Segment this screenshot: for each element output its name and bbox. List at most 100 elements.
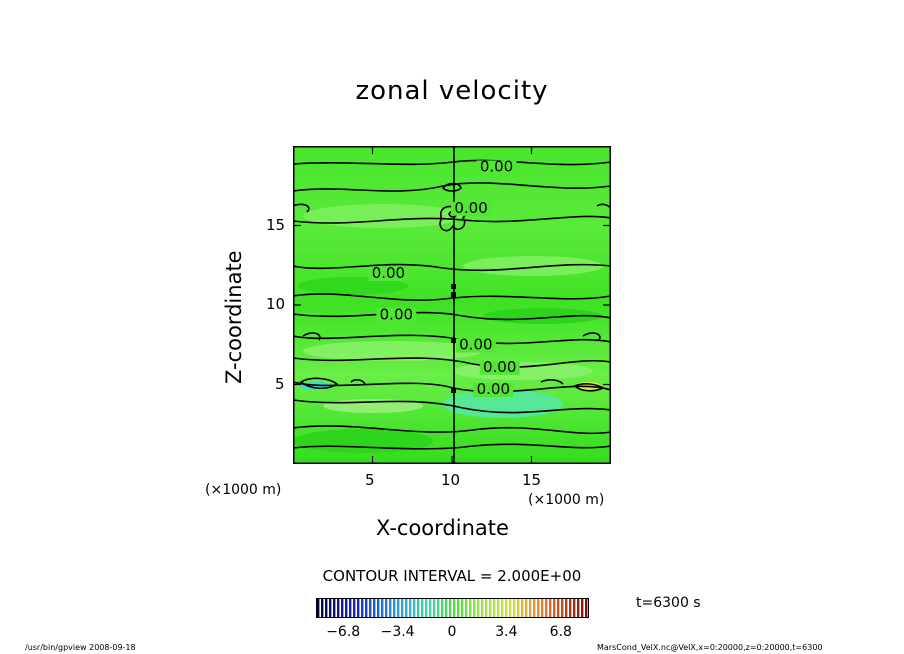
colorbar-stripe [525, 599, 528, 617]
colorbar-stripe [541, 599, 544, 617]
colorbar-stripe [333, 599, 336, 617]
plot-area: 0.00 0.00 0.00 0.00 0.00 0.00 0.00 [293, 146, 611, 464]
axis-ticks [293, 146, 611, 464]
colorbar-stripe [345, 599, 348, 617]
footer-left: /usr/bin/gpview 2008-09-18 [25, 643, 136, 652]
contour-lines [293, 159, 611, 450]
contour-label-bg [476, 160, 517, 175]
colorbar-stripe [353, 599, 356, 617]
colorbar-stripe [329, 599, 332, 617]
colorbar-stripe [477, 599, 480, 617]
contour-label-bg [473, 383, 514, 398]
colorbar-stripe [325, 599, 328, 617]
x-axis-unit: (×1000 m) [205, 482, 282, 498]
colorbar-stripe [369, 599, 372, 617]
contour-label: 0.00 [477, 380, 510, 398]
colorbar-stripe [337, 599, 340, 617]
colorbar-stripe [449, 599, 452, 617]
colorbar-stripe [357, 599, 360, 617]
colorbar-stripe [521, 599, 524, 617]
x-tick-label: 5 [365, 471, 375, 489]
colorbar-stripe [497, 599, 500, 617]
time-label: t=6300 s [636, 595, 701, 611]
contour-label: 0.00 [483, 358, 516, 376]
colorbar-stripe [457, 599, 460, 617]
colorbar-stripe [321, 599, 324, 617]
colorbar-stripe [389, 599, 392, 617]
colorbar-stripe [417, 599, 420, 617]
contour-label: 0.00 [380, 305, 413, 323]
colorbar-stripe [429, 599, 432, 617]
colorbar-stripe [465, 599, 468, 617]
colorbar-stripe [585, 599, 588, 617]
colorbar-stripe [577, 599, 580, 617]
colorbar-stripe [553, 599, 556, 617]
colorbar-stripe [405, 599, 408, 617]
colorbar-tick-label: 3.4 [495, 624, 517, 640]
footer-right: MarsCond_VelX.nc@VelX,x=0:20000,z=0:2000… [597, 643, 823, 652]
colorbar-stripe [373, 599, 376, 617]
y-tick-label: 5 [275, 375, 285, 393]
colorbar-tick-label: 0 [448, 624, 457, 640]
field-background [293, 146, 611, 464]
colorbar-tick-label: 6.8 [550, 624, 572, 640]
colorbar-stripe [557, 599, 560, 617]
contour-label-bg [455, 338, 496, 353]
colorbar-stripe [573, 599, 576, 617]
colorbar-tick-label: −3.4 [381, 624, 415, 640]
contour-label: 0.00 [459, 336, 492, 354]
colorbar-stripe [377, 599, 380, 617]
colorbar-stripe [485, 599, 488, 617]
contour-labels: 0.00 0.00 0.00 0.00 0.00 0.00 0.00 [368, 157, 520, 398]
contour-label: 0.00 [372, 264, 405, 282]
colorbar-stripe [561, 599, 564, 617]
colorbar-frame [316, 598, 589, 618]
center-markers [451, 284, 456, 393]
contour-label: 0.00 [454, 199, 487, 217]
colorbar-stripe [489, 599, 492, 617]
colorbar-stripe [565, 599, 568, 617]
contour-label-bg [368, 266, 409, 281]
y-tick-label: 15 [266, 216, 286, 234]
colorbar-stripes [317, 599, 588, 617]
colorbar-stripe [425, 599, 428, 617]
colorbar-stripe [441, 599, 444, 617]
colorbar-stripe [401, 599, 404, 617]
y-axis-unit: (×1000 m) [528, 492, 605, 508]
colorbar-stripe [421, 599, 424, 617]
colorbar-stripe [469, 599, 472, 617]
colorbar-stripe [397, 599, 400, 617]
colorbar-stripe [549, 599, 552, 617]
colorbar-stripe [341, 599, 344, 617]
colorbar-stripe [537, 599, 540, 617]
contour-interval: CONTOUR INTERVAL = 2.000E+00 [322, 567, 582, 585]
colorbar-stripe [381, 599, 384, 617]
y-tick-label: 10 [266, 295, 286, 313]
colorbar-stripe [361, 599, 364, 617]
chart-title: zonal velocity [355, 76, 549, 106]
colorbar-stripe [481, 599, 484, 617]
colorbar-stripe [533, 599, 536, 617]
colorbar-stripe [509, 599, 512, 617]
colorbar-stripe [453, 599, 456, 617]
x-tick-label: 10 [441, 471, 461, 489]
colorbar-stripe [437, 599, 440, 617]
colorbar-stripe [581, 599, 584, 617]
colorbar-ticks: −6.8 −3.4 0 3.4 6.8 [326, 624, 572, 640]
contour-label-bg [376, 308, 417, 323]
colorbar-stripe [409, 599, 412, 617]
colorbar-stripe [505, 599, 508, 617]
colorbar-stripe [461, 599, 464, 617]
colorbar-stripe [349, 599, 352, 617]
colorbar-stripe [501, 599, 504, 617]
colorbar-tick-label: −6.8 [326, 624, 360, 640]
colorbar-stripe [385, 599, 388, 617]
contour-label: 0.00 [480, 157, 513, 175]
colorbar-stripe [473, 599, 476, 617]
x-tick-label: 15 [522, 471, 542, 489]
colorbar-stripe [517, 599, 520, 617]
colorbar-stripe [513, 599, 516, 617]
contour-label-bg [479, 360, 520, 375]
colorbar-stripe [365, 599, 368, 617]
colorbar-stripe [393, 599, 396, 617]
